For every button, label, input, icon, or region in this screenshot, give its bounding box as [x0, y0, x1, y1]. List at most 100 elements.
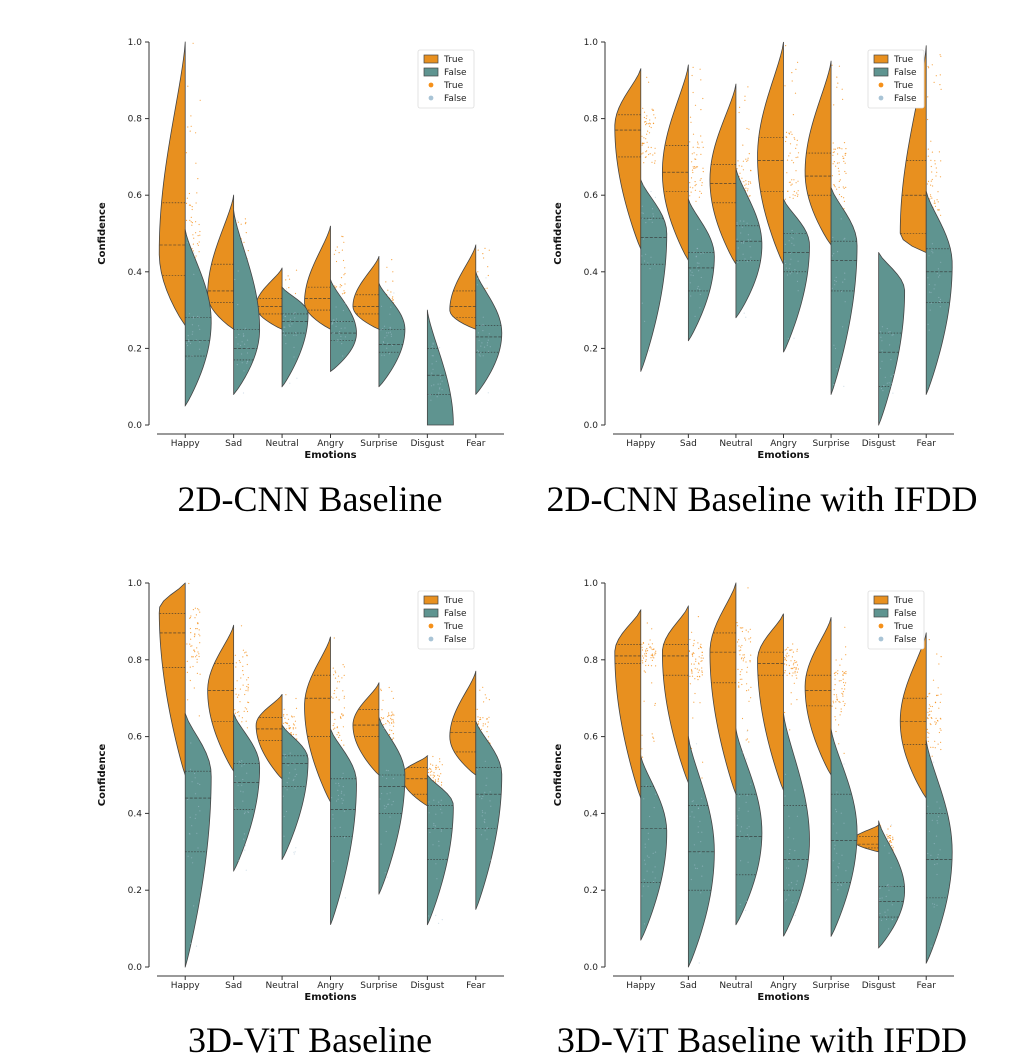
jitter-point [187, 699, 189, 701]
jitter-point [189, 768, 192, 770]
jitter-point [934, 284, 936, 286]
jitter-point [194, 633, 196, 635]
jitter-point [930, 945, 932, 947]
jitter-point [701, 651, 703, 653]
jitter-point [387, 342, 389, 344]
jitter-point [792, 651, 795, 653]
jitter-point [699, 852, 701, 854]
jitter-point [191, 857, 193, 859]
x-tick-label: Fear [466, 439, 486, 449]
jitter-point [383, 341, 385, 343]
jitter-point [694, 181, 696, 183]
jitter-point [237, 304, 239, 306]
jitter-point [842, 691, 845, 693]
jitter-point [842, 700, 844, 703]
jitter-point [295, 269, 298, 271]
jitter-point [937, 201, 939, 203]
jitter-point [195, 232, 197, 234]
jitter-point [700, 79, 702, 81]
jitter-point [332, 332, 334, 334]
x-tick-label: Fear [466, 981, 486, 991]
jitter-point [431, 363, 433, 365]
jitter-point [654, 866, 656, 868]
x-tick-label: Surprise [360, 981, 398, 991]
jitter-point [440, 773, 442, 775]
jitter-point [190, 942, 192, 944]
jitter-point [341, 798, 343, 800]
jitter-point [836, 86, 838, 88]
jitter-point [841, 854, 843, 856]
jitter-point [937, 856, 939, 858]
jitter-point [235, 662, 237, 664]
violin-false-sad [687, 198, 715, 342]
y-axis-label: Confidence [97, 202, 108, 265]
jitter-point [748, 741, 750, 743]
jitter-point [336, 246, 338, 248]
jitter-point [382, 328, 384, 330]
jitter-point [194, 772, 196, 775]
jitter-point [337, 675, 340, 677]
jitter-point [241, 353, 243, 355]
jitter-point [390, 291, 392, 293]
jitter-point [699, 288, 701, 290]
jitter-point [797, 180, 799, 182]
jitter-point [485, 697, 487, 699]
jitter-point [433, 799, 435, 801]
jitter-point [696, 154, 698, 156]
jitter-point [432, 342, 434, 344]
jitter-point [690, 669, 693, 671]
jitter-point [480, 345, 482, 347]
jitter-point [285, 810, 288, 813]
jitter-point [236, 696, 239, 698]
jitter-point [241, 341, 243, 343]
jitter-point [641, 649, 644, 651]
jitter-point [750, 697, 752, 699]
jitter-point [743, 656, 746, 658]
jitter-point [652, 737, 655, 739]
jitter-point [343, 794, 345, 796]
jitter-point [789, 252, 791, 254]
jitter-point [198, 609, 200, 611]
jitter-point [435, 863, 437, 865]
jitter-point [888, 382, 890, 384]
jitter-point [333, 253, 335, 255]
jitter-point [441, 781, 443, 784]
jitter-point [650, 647, 652, 649]
jitter-point [196, 243, 199, 245]
jitter-point [432, 777, 434, 779]
jitter-point [840, 291, 843, 293]
jitter-point [335, 286, 338, 288]
jitter-point [750, 260, 752, 262]
jitter-point [838, 173, 840, 175]
jitter-point [649, 646, 651, 648]
jitter-point [694, 678, 696, 680]
violin-false-disgust [877, 820, 906, 949]
jitter-point [234, 654, 236, 656]
jitter-point [338, 252, 340, 254]
jitter-point [694, 158, 696, 160]
jitter-point [739, 172, 741, 174]
jitter-point [796, 280, 799, 282]
jitter-point [748, 153, 750, 155]
jitter-point [840, 196, 843, 198]
jitter-point [698, 647, 700, 650]
chart-caption: 2D-CNN Baseline with IFDD [547, 479, 978, 519]
jitter-point [837, 167, 840, 169]
jitter-point [691, 631, 693, 633]
jitter-point [196, 661, 198, 663]
jitter-point [196, 658, 198, 661]
jitter-point [294, 317, 296, 319]
jitter-point [746, 758, 748, 760]
jitter-point [928, 255, 930, 257]
jitter-point [293, 334, 295, 336]
jitter-point [697, 679, 699, 681]
jitter-point [740, 646, 742, 648]
jitter-point [187, 344, 189, 347]
violin-true-fear [899, 632, 927, 799]
jitter-point [391, 714, 393, 716]
jitter-point [645, 124, 647, 126]
jitter-point [487, 350, 490, 352]
jitter-point [247, 677, 249, 679]
jitter-point [243, 763, 245, 766]
